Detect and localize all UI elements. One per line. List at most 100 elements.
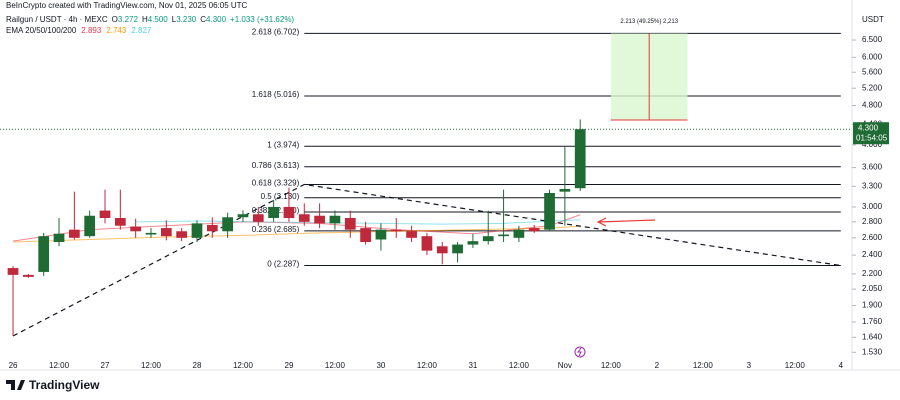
- y-tick-label: 3.300: [862, 181, 883, 190]
- y-tick-label: 5.200: [862, 83, 883, 92]
- candle-body: [22, 274, 34, 277]
- x-tick-label: 12:00: [233, 361, 254, 370]
- candle-body: [237, 214, 249, 218]
- x-tick-label: 12:00: [601, 361, 622, 370]
- candle-body: [252, 214, 264, 222]
- fib-label: 0.618 (3.329): [252, 179, 300, 188]
- annotation-arrow: [596, 217, 656, 227]
- y-tick-label: 2.200: [862, 269, 883, 278]
- y-tick-label: 2.400: [862, 250, 883, 259]
- indicator-value: 2.827: [131, 26, 152, 35]
- indicator-value: 2.893: [81, 26, 102, 35]
- candle-body: [130, 226, 142, 232]
- candle-body: [344, 218, 356, 230]
- x-tick-label: 29: [285, 361, 294, 370]
- candle-body: [191, 223, 203, 238]
- candle-body: [114, 218, 126, 226]
- y-tick-label: 1.760: [862, 317, 883, 326]
- ema-line: [13, 225, 581, 243]
- indicator-header: EMA 20/50/100/200 2.893 2.743 2.827: [6, 26, 152, 35]
- fib-label: 2.618 (6.702): [252, 28, 300, 37]
- logo-text: TradingView: [29, 378, 100, 392]
- fib-label: 1 (3.974): [267, 140, 299, 149]
- trend-line: [12, 183, 841, 337]
- candle-body: [544, 193, 555, 230]
- fib-label: 0.786 (3.613): [252, 161, 300, 170]
- candle-body: [314, 215, 325, 224]
- ohlc-label: L: [172, 15, 177, 24]
- candle-body: [329, 215, 341, 224]
- x-tick-label: 12:00: [785, 361, 806, 370]
- indicator: EMA 20/50/100/200: [6, 26, 77, 35]
- y-tick-label: 1.900: [862, 301, 883, 310]
- candle-body: [38, 236, 50, 272]
- candle-body: [452, 244, 463, 254]
- x-tick-label: 2: [655, 361, 660, 370]
- last-price-box: [853, 122, 889, 145]
- candle-body: [421, 236, 433, 251]
- x-tick-label: 28: [193, 361, 202, 370]
- candle-body: [513, 229, 525, 238]
- candle-body: [53, 233, 65, 243]
- candle-body: [176, 231, 188, 238]
- y-tick-label: 1.640: [862, 332, 883, 341]
- y-tick-label: 4.800: [862, 101, 883, 110]
- x-tick-label: 12:00: [509, 361, 530, 370]
- symbol: Railgun / USDT · 4h · MEXC: [6, 15, 108, 24]
- lightning-icon: [574, 346, 586, 358]
- x-tick-label: 12:00: [141, 361, 162, 370]
- ohlc-value: 3.230: [176, 15, 197, 24]
- candle-body: [559, 188, 571, 192]
- fib-label: 1.618 (5.016): [252, 90, 300, 99]
- candle-body: [206, 224, 218, 232]
- candle-body: [574, 129, 586, 189]
- indicator-value: 2.743: [106, 26, 127, 35]
- icon-circle: [574, 346, 586, 358]
- candle-body: [406, 231, 417, 238]
- last-price-label: 4.300: [858, 123, 879, 132]
- candle-body: [436, 246, 448, 254]
- change: +1.033 (+31.62%): [230, 15, 294, 24]
- logo: TradingView: [6, 378, 100, 392]
- countdown: 01:54:05: [856, 133, 888, 142]
- currency: USDT: [862, 15, 884, 24]
- y-tick-label: 2.050: [862, 284, 883, 293]
- ohlc-value: 3.272: [118, 15, 139, 24]
- credit: BeInCrypto created with TradingView.com,…: [6, 1, 248, 10]
- x-tick-label: 12:00: [49, 361, 70, 370]
- x-tick-label: 12:00: [417, 361, 438, 370]
- candle-body: [84, 215, 96, 237]
- symbol-header: Railgun / USDT · 4h · MEXC O3.272 H4.500 L3…: [6, 15, 294, 24]
- candle-body: [360, 228, 371, 243]
- fib-label: 0.236 (2.685): [252, 225, 300, 234]
- x-tick-label: 3: [747, 361, 752, 370]
- y-tick-label: 3.600: [862, 163, 883, 172]
- x-tick-label: 27: [101, 361, 110, 370]
- y-tick-label: 1.530: [862, 347, 883, 356]
- ohlc-label: H: [142, 15, 148, 24]
- x-tick-label: 4: [839, 361, 844, 370]
- ohlc-value: 4.300: [206, 15, 227, 24]
- logo-icon: [6, 380, 25, 390]
- candle-body: [298, 214, 310, 222]
- ohlc-value: 4.500: [148, 15, 169, 24]
- y-tick-label: 2.600: [862, 233, 883, 242]
- y-tick-label: 5.600: [862, 67, 883, 76]
- fib-label: 0 (2.287): [267, 260, 299, 269]
- candle-body: [268, 206, 279, 219]
- candle-body: [283, 206, 295, 219]
- x-tick-label: 31: [468, 361, 477, 370]
- candle-body: [390, 229, 402, 232]
- x-tick-label: 12:00: [325, 361, 346, 370]
- x-tick-label: 26: [9, 361, 18, 370]
- candle-body: [467, 241, 479, 245]
- candle-body: [222, 217, 234, 232]
- candle-body: [482, 236, 494, 242]
- candle-body: [68, 229, 80, 238]
- y-tick-label: 6.500: [862, 35, 883, 44]
- y-tick-label: 4.000: [862, 140, 883, 149]
- candle-body: [160, 228, 172, 237]
- candle-body: [498, 234, 509, 237]
